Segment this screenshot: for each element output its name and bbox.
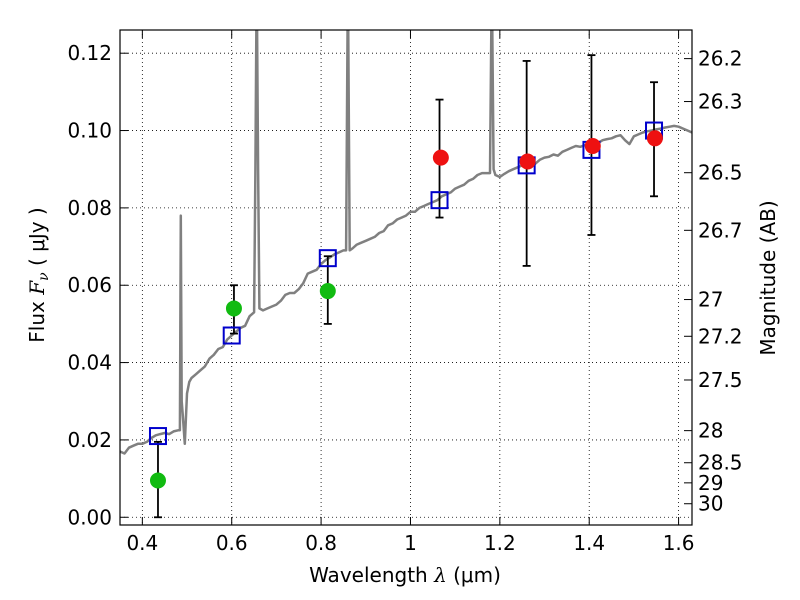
x-axis-label: Wavelength λ (μm) [309, 563, 501, 587]
x-tick-label: 0.4 [126, 531, 158, 555]
y-tick-label: 0.08 [67, 196, 112, 220]
y2-tick-label: 27 [698, 288, 723, 312]
x-tick-label: 1.6 [663, 531, 695, 555]
x-tick-label: 0.8 [305, 531, 337, 555]
y2-tick-label: 27.2 [698, 324, 743, 348]
model-point [222, 326, 241, 345]
y2-tick-label: 26.5 [698, 161, 743, 185]
data-point [432, 149, 449, 166]
plot-series [120, 30, 692, 519]
model-point [318, 249, 337, 268]
data-point [519, 153, 536, 170]
y-tick-label: 0.04 [67, 351, 112, 375]
y-axis-label: Flux Fν ( μJy ) [25, 207, 52, 342]
y2-tick-label: 26.7 [698, 218, 743, 242]
grid [120, 30, 692, 525]
y-tick-label: 0.12 [67, 41, 112, 65]
y2-tick-label: 26.3 [698, 90, 743, 114]
model-point [430, 191, 449, 210]
y2-tick-label: 30 [698, 492, 723, 516]
y2-tick-label: 27.5 [698, 368, 743, 392]
y-tick-label: 0.00 [67, 505, 112, 529]
x-axis: 0.4 0.6 0.8 1 1.2 1.4 1.6 [126, 30, 695, 555]
y2-tick-label: 28.5 [698, 451, 743, 475]
y2-tick-label: 29 [698, 471, 723, 495]
plot-frame [119, 29, 693, 526]
x-tick-label: 1.2 [484, 531, 516, 555]
model-point [148, 427, 167, 446]
y-tick-label: 0.10 [67, 119, 112, 143]
data-point [149, 472, 166, 489]
y2-axis-label: Magnitude (AB) [756, 200, 780, 355]
data-point [646, 130, 663, 147]
y2-tick-label: 26.2 [698, 47, 743, 71]
data-point [319, 283, 336, 300]
y-tick-label: 0.02 [67, 428, 112, 452]
y-tick-label: 0.06 [67, 273, 112, 297]
x-tick-label: 1.4 [573, 531, 605, 555]
y2-tick-label: 28 [698, 419, 723, 443]
data-point [225, 300, 242, 317]
x-tick-label: 1 [404, 531, 417, 555]
data-point [584, 138, 601, 155]
spectrum-line [120, 30, 692, 455]
x-tick-label: 0.6 [216, 531, 248, 555]
y-axis: 0.00 0.02 0.04 0.06 0.08 0.10 0.12 [67, 41, 128, 529]
